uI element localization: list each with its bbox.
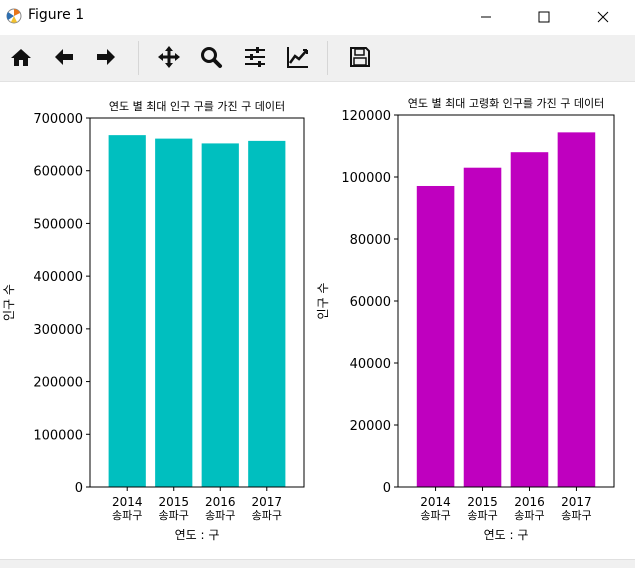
y-tick-label: 100000 (33, 428, 83, 443)
minimize-icon (481, 16, 491, 17)
axes-frame (89, 117, 305, 488)
x-tick-label: 2017 송파구 (561, 495, 592, 522)
save-button[interactable] (348, 45, 372, 69)
minimize-button[interactable] (463, 0, 509, 33)
y-tick-label: 500000 (33, 217, 83, 232)
x-tick-label: 2014 송파구 (420, 495, 451, 522)
maximize-button[interactable] (521, 0, 567, 33)
x-axis-label: 연도 : 구 (484, 528, 529, 542)
y-tick-label: 40000 (350, 357, 391, 372)
back-arrow-icon (55, 49, 73, 65)
chart-title: 연도 별 최대 고령화 인구를 가진 구 데이터 (408, 97, 605, 110)
edit-axis-button[interactable] (286, 45, 310, 69)
x-tick-label-line: 송파구 (112, 509, 142, 522)
x-tick-label: 2015 송파구 (467, 495, 498, 522)
y-tick-label: 100000 (341, 171, 391, 186)
bar (510, 152, 549, 487)
y-tick-label: 20000 (350, 419, 391, 434)
pan-icon (158, 46, 180, 68)
y-tick-label: 700000 (33, 112, 83, 127)
y-axis-label: 인구 수 (316, 283, 330, 320)
chart-title: 연도 별 최대 인구 구를 가진 구 데이터 (109, 100, 285, 113)
maximize-icon (538, 11, 550, 22)
toolbar-separator (138, 41, 139, 75)
forward-arrow-icon (97, 49, 115, 65)
pan-button[interactable] (157, 45, 181, 69)
bar (557, 132, 596, 488)
y-tick-label: 300000 (33, 323, 83, 338)
x-tick-label-line: 2014 (420, 495, 451, 509)
x-tick-label: 2014 송파구 (112, 495, 143, 522)
x-tick-label-line: 2016 (205, 495, 236, 509)
x-tick-label: 2017 송파구 (252, 495, 283, 522)
x-tick-label-line: 2017 (561, 495, 592, 509)
y-tick-label: 0 (383, 481, 391, 496)
y-tick-label: 0 (75, 481, 83, 496)
save-icon (350, 47, 370, 67)
x-tick-label-line: 2016 (514, 495, 545, 509)
back-button[interactable] (52, 45, 76, 69)
x-tick-label-line: 송파구 (252, 509, 282, 522)
close-button[interactable] (580, 0, 626, 33)
x-tick-label: 2016 송파구 (205, 495, 236, 522)
x-tick-label-line: 2015 (467, 495, 498, 509)
y-axis-label: 인구 수 (2, 284, 16, 321)
edit-axis-icon (287, 47, 308, 68)
y-tick-label: 80000 (350, 233, 391, 248)
x-axis-label: 연도 : 구 (175, 528, 220, 542)
x-tick-label: 2015 송파구 (158, 495, 189, 522)
x-tick-label: 2016 송파구 (514, 495, 545, 522)
bar (108, 135, 146, 487)
y-tick-label: 400000 (33, 270, 83, 285)
y-tick-label: 200000 (33, 376, 83, 391)
home-icon (11, 49, 31, 66)
x-tick-label-line: 2014 (112, 495, 143, 509)
x-tick-label-line: 송파구 (561, 509, 591, 522)
y-tick-label: 120000 (341, 109, 391, 124)
forward-button[interactable] (94, 45, 118, 69)
bar (155, 138, 193, 488)
x-tick-label-line: 송파구 (467, 509, 497, 522)
bar (201, 143, 239, 487)
bar (248, 140, 286, 487)
window-titlebar: Figure 1 (0, 0, 635, 33)
x-tick-label-line: 송파구 (205, 509, 235, 522)
navigation-toolbar (0, 35, 635, 82)
x-tick-label-line: 송파구 (420, 509, 450, 522)
x-tick-label-line: 송파구 (159, 509, 189, 522)
x-tick-label-line: 송파구 (514, 509, 544, 522)
close-icon (597, 11, 609, 22)
x-tick-label-line: 2015 (158, 495, 189, 509)
figure-canvas[interactable]: 2014 송파구 2015 송파구 2016 송파구 2017 송파구 0 100000 20000… (0, 82, 635, 559)
matplotlib-logo-icon (6, 8, 22, 24)
configure-subplots-button[interactable] (243, 45, 267, 69)
status-bar (0, 559, 635, 568)
window-title: Figure 1 (28, 7, 85, 23)
y-tick-label: 600000 (33, 165, 83, 180)
zoom-icon (201, 47, 222, 68)
y-tick-label: 60000 (350, 295, 391, 310)
home-button[interactable] (9, 45, 33, 69)
bar (463, 167, 502, 487)
configure-subplots-icon (245, 47, 265, 67)
zoom-button[interactable] (199, 45, 223, 69)
x-tick-label-line: 2017 (252, 495, 283, 509)
bar (416, 185, 455, 487)
toolbar-separator (327, 41, 328, 75)
